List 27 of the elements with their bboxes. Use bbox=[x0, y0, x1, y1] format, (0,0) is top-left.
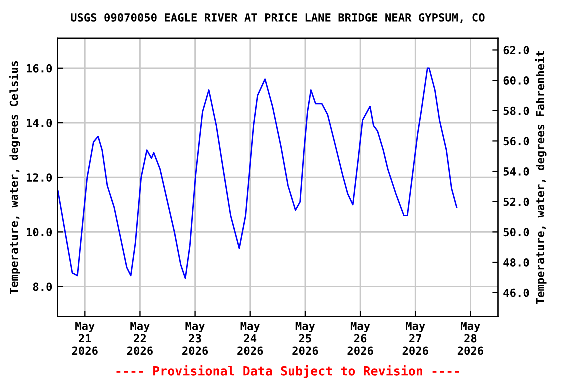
x-tick-label: May 28 2026 bbox=[458, 322, 484, 356]
text: ---- Provisional Data Subject to Revision ---- bbox=[116, 365, 460, 378]
x-tick-label: May 21 2026 bbox=[72, 322, 98, 356]
line-series bbox=[58, 68, 458, 280]
y-tick-label: 8.0 bbox=[33, 282, 52, 292]
y-axis-title: Temperature, water, degrees Celsius bbox=[9, 61, 20, 294]
x-tick-label: May 26 2026 bbox=[348, 322, 374, 356]
x-tick-label: May 23 2026 bbox=[182, 322, 208, 356]
y-tick-label: 12.0 bbox=[27, 174, 52, 182]
y2-tick-label: 62.0 bbox=[504, 46, 530, 55]
y-tick-label: 10.0 bbox=[27, 228, 52, 237]
y2-tick-label: 46.0 bbox=[504, 288, 530, 298]
x-tick-label: May 24 2026 bbox=[238, 322, 264, 356]
x-tick-label: May 25 2026 bbox=[292, 322, 318, 356]
y2-tick-label: 56.0 bbox=[504, 137, 530, 146]
y2-tick-label: 50.0 bbox=[504, 228, 530, 237]
y2-tick-label: 52.0 bbox=[504, 198, 530, 206]
y2-tick-label: 48.0 bbox=[504, 258, 530, 267]
x-tick-label: May 27 2026 bbox=[402, 322, 428, 356]
y2-tick-label: 60.0 bbox=[504, 76, 530, 85]
y2-tick-label: 54.0 bbox=[504, 168, 530, 176]
y2-axis-title: Temperature, water, degrees Fahrenheit bbox=[535, 51, 547, 304]
chart-title: USGS 09070050 EAGLE RIVER AT PRICE LANE BRIDGE NEAR GYPSUM, CO bbox=[71, 13, 485, 24]
x-tick-label: May 22 2026 bbox=[127, 322, 153, 356]
y-tick-label: 14.0 bbox=[27, 118, 52, 128]
y2-tick-label: 58.0 bbox=[504, 106, 530, 116]
y-tick-label: 16.0 bbox=[27, 64, 52, 73]
